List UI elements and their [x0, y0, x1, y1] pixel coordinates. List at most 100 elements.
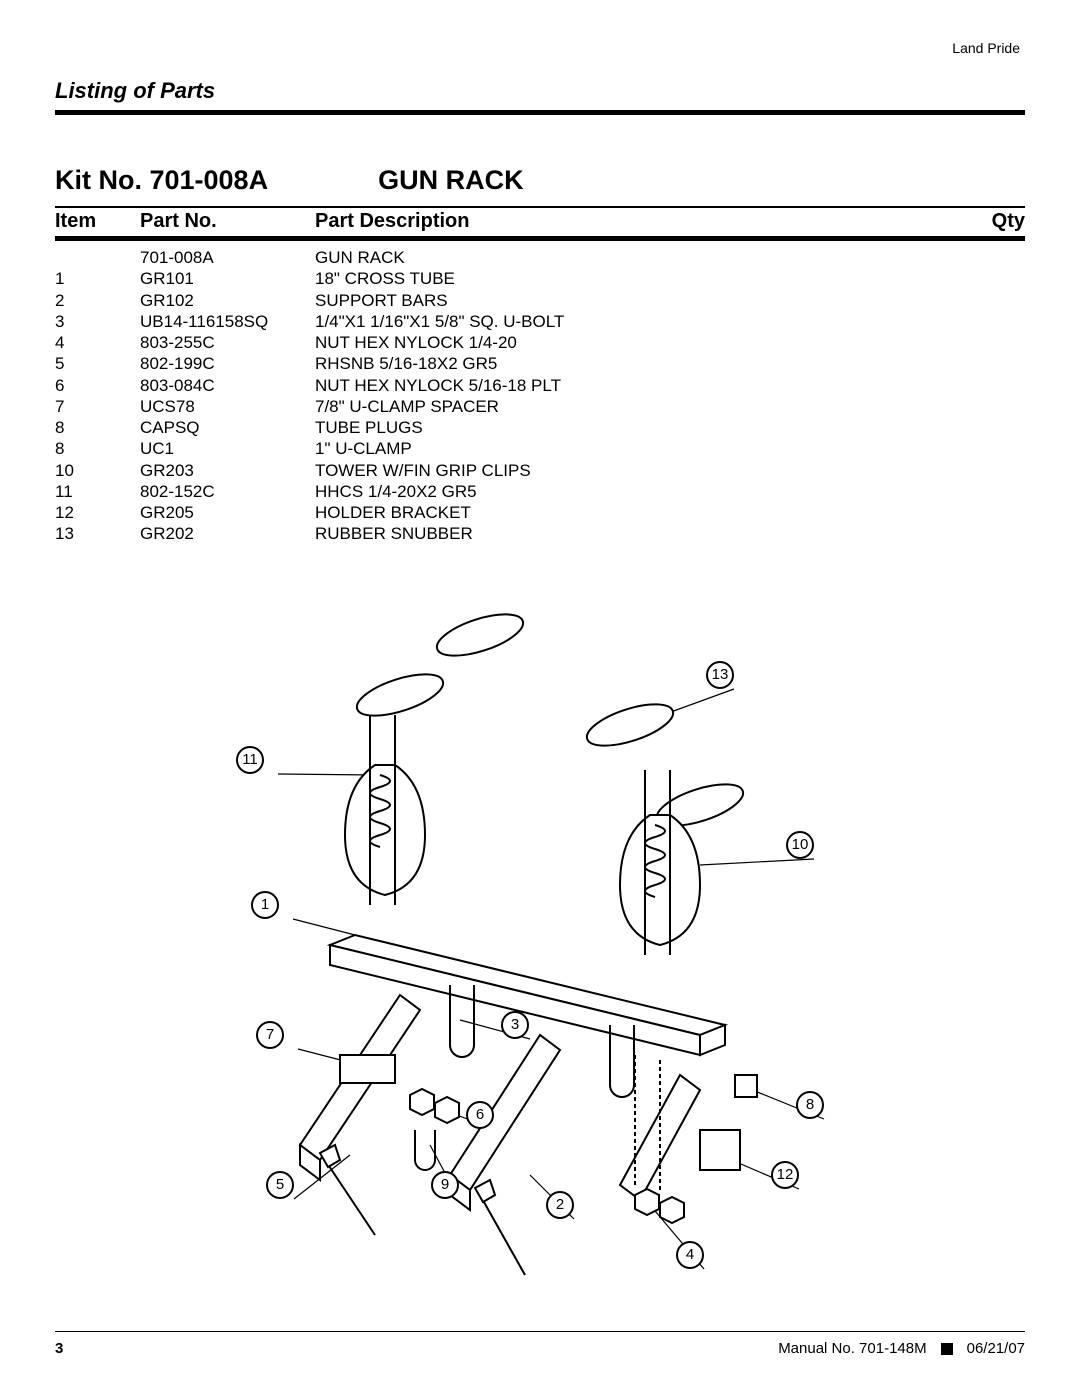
cell-desc: NUT HEX NYLOCK 5/16-18 PLT: [315, 375, 965, 396]
cell-qty: [965, 523, 1025, 544]
table-body: 701-008AGUN RACK1GR10118" CROSS TUBE2GR1…: [55, 247, 1025, 545]
cell-item: 8: [55, 417, 140, 438]
cell-desc: TUBE PLUGS: [315, 417, 965, 438]
col-partno: Part No.: [140, 210, 315, 233]
cell-partno: GR205: [140, 502, 315, 523]
brand-label: Land Pride: [952, 40, 1020, 56]
callout-10: 10: [786, 831, 814, 859]
cell-qty: [965, 332, 1025, 353]
cell-item: 4: [55, 332, 140, 353]
cell-qty: [965, 417, 1025, 438]
table-header: Item Part No. Part Description Qty: [55, 208, 1025, 236]
cell-item: 1: [55, 268, 140, 289]
callout-4: 4: [676, 1241, 704, 1269]
cell-partno: GR203: [140, 460, 315, 481]
cell-partno: 803-084C: [140, 375, 315, 396]
cell-partno: UC1: [140, 438, 315, 459]
manual-number: Manual No. 701-148M: [778, 1340, 926, 1357]
table-row: 2GR102SUPPORT BARS: [55, 290, 1025, 311]
section-rule: [55, 110, 1025, 115]
cell-partno: GR101: [140, 268, 315, 289]
cell-desc: 1/4"X1 1/16"X1 5/8" SQ. U-BOLT: [315, 311, 965, 332]
table-row: 12GR205HOLDER BRACKET: [55, 502, 1025, 523]
table-row: 4803-255CNUT HEX NYLOCK 1/4-20: [55, 332, 1025, 353]
cell-desc: HHCS 1/4-20X2 GR5: [315, 481, 965, 502]
cell-item: 10: [55, 460, 140, 481]
cell-desc: RHSNB 5/16-18X2 GR5: [315, 353, 965, 374]
parts-table: Item Part No. Part Description Qty 701-0…: [55, 206, 1025, 545]
footer: 3 Manual No. 701-148M 06/21/07: [55, 1331, 1025, 1357]
cell-partno: 803-255C: [140, 332, 315, 353]
cell-desc: HOLDER BRACKET: [315, 502, 965, 523]
cell-item: 3: [55, 311, 140, 332]
cell-partno: 802-199C: [140, 353, 315, 374]
cell-desc: TOWER W/FIN GRIP CLIPS: [315, 460, 965, 481]
cell-partno: GR102: [140, 290, 315, 311]
col-qty: Qty: [965, 210, 1025, 233]
cell-item: 11: [55, 481, 140, 502]
table-row: 13GR202RUBBER SNUBBER: [55, 523, 1025, 544]
kit-heading: Kit No. 701-008A GUN RACK: [55, 165, 1025, 196]
diagram-svg: [180, 585, 900, 1305]
footer-date: 06/21/07: [967, 1340, 1025, 1357]
callout-11: 11: [236, 746, 264, 774]
cell-partno: GR202: [140, 523, 315, 544]
cell-item: 2: [55, 290, 140, 311]
cell-qty: [965, 311, 1025, 332]
cell-qty: [965, 396, 1025, 417]
cell-qty: [965, 290, 1025, 311]
cell-desc: GUN RACK: [315, 247, 965, 268]
cell-desc: RUBBER SNUBBER: [315, 523, 965, 544]
page-number: 3: [55, 1340, 63, 1357]
callout-3: 3: [501, 1011, 529, 1039]
callout-13: 13: [706, 661, 734, 689]
cell-desc: 18" CROSS TUBE: [315, 268, 965, 289]
table-rule-bot: [55, 236, 1025, 241]
col-item: Item: [55, 210, 140, 233]
cell-desc: 1" U-CLAMP: [315, 438, 965, 459]
exploded-diagram: 1 2 3 4 5 6 7 8 9 10 11 12 13: [180, 585, 900, 1305]
table-row: 8UC11" U-CLAMP: [55, 438, 1025, 459]
kit-number: Kit No. 701-008A: [55, 165, 268, 196]
callout-6: 6: [466, 1101, 494, 1129]
callout-2: 2: [546, 1191, 574, 1219]
callout-9: 9: [431, 1171, 459, 1199]
cell-partno: UB14-116158SQ: [140, 311, 315, 332]
cell-item: 6: [55, 375, 140, 396]
table-row: 701-008AGUN RACK: [55, 247, 1025, 268]
cell-qty: [965, 353, 1025, 374]
cell-item: 5: [55, 353, 140, 374]
table-row: 10GR203TOWER W/FIN GRIP CLIPS: [55, 460, 1025, 481]
cell-partno: 802-152C: [140, 481, 315, 502]
footer-square-icon: [941, 1343, 953, 1355]
cell-qty: [965, 247, 1025, 268]
cell-qty: [965, 502, 1025, 523]
col-desc: Part Description: [315, 210, 965, 233]
kit-name: GUN RACK: [378, 165, 524, 196]
table-row: 1GR10118" CROSS TUBE: [55, 268, 1025, 289]
cell-qty: [965, 438, 1025, 459]
cell-desc: SUPPORT BARS: [315, 290, 965, 311]
callout-1: 1: [251, 891, 279, 919]
cell-partno: 701-008A: [140, 247, 315, 268]
callout-5: 5: [266, 1171, 294, 1199]
cell-partno: CAPSQ: [140, 417, 315, 438]
cell-qty: [965, 268, 1025, 289]
cell-item: [55, 247, 140, 268]
table-row: 6803-084CNUT HEX NYLOCK 5/16-18 PLT: [55, 375, 1025, 396]
callout-7: 7: [256, 1021, 284, 1049]
cell-partno: UCS78: [140, 396, 315, 417]
table-row: 7UCS787/8" U-CLAMP SPACER: [55, 396, 1025, 417]
section-title: Listing of Parts: [55, 78, 1025, 104]
cell-item: 12: [55, 502, 140, 523]
table-row: 5802-199CRHSNB 5/16-18X2 GR5: [55, 353, 1025, 374]
footer-rule: [55, 1331, 1025, 1332]
cell-desc: NUT HEX NYLOCK 1/4-20: [315, 332, 965, 353]
table-row: 11802-152CHHCS 1/4-20X2 GR5: [55, 481, 1025, 502]
cell-item: 8: [55, 438, 140, 459]
cell-item: 7: [55, 396, 140, 417]
table-row: 3UB14-116158SQ1/4"X1 1/16"X1 5/8" SQ. U-…: [55, 311, 1025, 332]
callout-12: 12: [771, 1161, 799, 1189]
cell-qty: [965, 375, 1025, 396]
callout-8: 8: [796, 1091, 824, 1119]
